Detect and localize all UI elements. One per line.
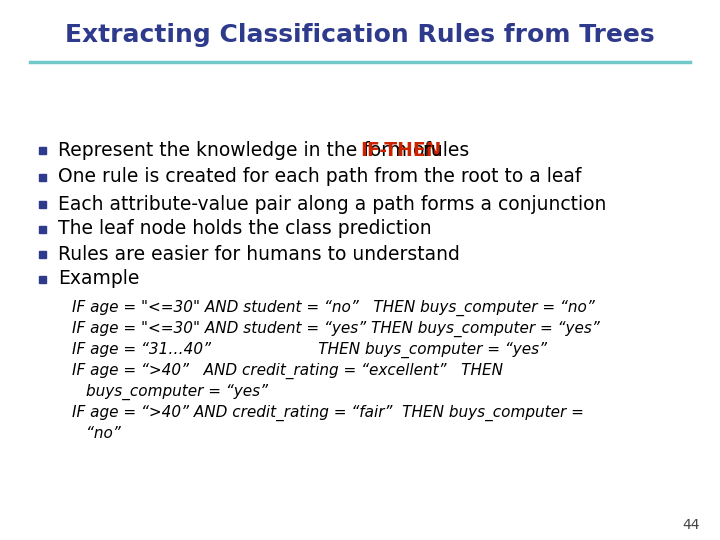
Text: buys_computer = “yes”: buys_computer = “yes” <box>86 384 268 400</box>
Bar <box>38 275 45 282</box>
Bar <box>38 146 45 153</box>
Bar <box>38 226 45 233</box>
Text: Extracting Classification Rules from Trees: Extracting Classification Rules from Tre… <box>66 23 654 47</box>
Text: IF age = “>40” AND credit_rating = “fair”  THEN buys_computer =: IF age = “>40” AND credit_rating = “fair… <box>72 405 584 421</box>
Text: Rules are easier for humans to understand: Rules are easier for humans to understan… <box>58 245 460 264</box>
Text: IF age = “>40”   AND credit_rating = “excellent”   THEN: IF age = “>40” AND credit_rating = “exce… <box>72 363 503 379</box>
Text: rules: rules <box>418 140 469 159</box>
Text: “no”: “no” <box>86 427 121 442</box>
Bar <box>38 173 45 180</box>
Bar <box>38 200 45 207</box>
Text: One rule is created for each path from the root to a leaf: One rule is created for each path from t… <box>58 167 581 186</box>
Text: IF-THEN: IF-THEN <box>360 140 441 159</box>
Bar <box>38 251 45 258</box>
Text: IF age = "<=30" AND student = “yes” THEN buys_computer = “yes”: IF age = "<=30" AND student = “yes” THEN… <box>72 321 600 337</box>
Text: IF age = "<=30" AND student = “no”   THEN buys_computer = “no”: IF age = "<=30" AND student = “no” THEN … <box>72 300 595 316</box>
Text: Each attribute-value pair along a path forms a conjunction: Each attribute-value pair along a path f… <box>58 194 606 213</box>
Text: Example: Example <box>58 269 140 288</box>
Text: The leaf node holds the class prediction: The leaf node holds the class prediction <box>58 219 431 239</box>
Text: Represent the knowledge in the form of: Represent the knowledge in the form of <box>58 140 437 159</box>
Text: 44: 44 <box>683 518 700 532</box>
Text: IF age = “31…40”                      THEN buys_computer = “yes”: IF age = “31…40” THEN buys_computer = “y… <box>72 342 547 358</box>
